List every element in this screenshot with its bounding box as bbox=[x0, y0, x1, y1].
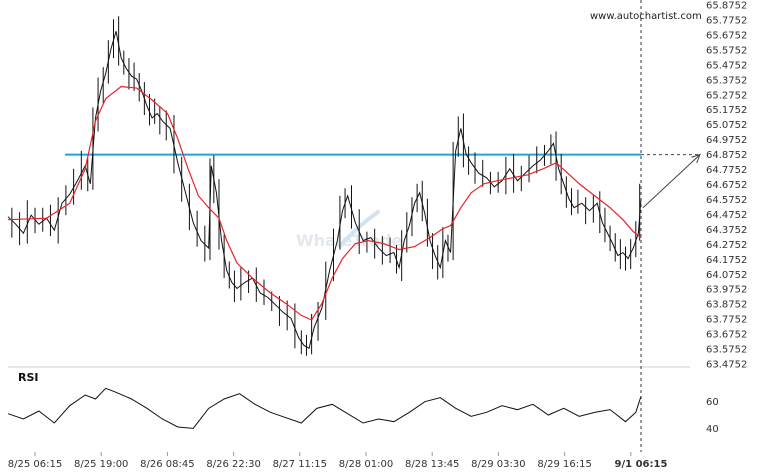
price-tick-label: 65.7752 bbox=[706, 15, 747, 26]
price-tick-label: 65.4752 bbox=[706, 60, 747, 71]
price-tick-label: 64.9752 bbox=[706, 135, 747, 146]
price-tick-label: 64.8752 bbox=[706, 150, 747, 161]
rsi-series-line bbox=[7, 387, 642, 429]
price-tick-label: 65.5752 bbox=[706, 45, 747, 56]
rsi-tick-label: 60 bbox=[706, 397, 719, 408]
watermark-swoosh-icon bbox=[338, 210, 380, 248]
x-tick-label: 8/28 01:00 bbox=[339, 459, 393, 470]
price-tick-label: 64.3752 bbox=[706, 225, 747, 236]
projection-arrow-line bbox=[642, 154, 701, 209]
price-tick-label: 64.7752 bbox=[706, 165, 747, 176]
x-tick-label: 8/27 11:15 bbox=[273, 459, 327, 470]
source-url-label: www.autochartist.com bbox=[590, 11, 702, 22]
rsi-tick-label: 40 bbox=[706, 424, 719, 435]
rsi-plot-area bbox=[7, 387, 642, 429]
x-tick-label: 9/1 06:15 bbox=[615, 459, 668, 470]
x-tick-label: 8/26 08:45 bbox=[140, 459, 194, 470]
x-tick-label: 8/29 03:30 bbox=[471, 459, 525, 470]
price-tick-label: 65.1752 bbox=[706, 105, 747, 116]
price-series-line bbox=[7, 31, 642, 350]
x-tick-label: 8/25 19:00 bbox=[74, 459, 128, 470]
price-tick-label: 63.8752 bbox=[706, 300, 747, 311]
price-tick-label: 64.4752 bbox=[706, 210, 747, 221]
price-tick-label: 64.2752 bbox=[706, 240, 747, 251]
price-tick-label: 64.0752 bbox=[706, 270, 747, 281]
price-tick-label: 64.1752 bbox=[706, 255, 747, 266]
price-tick-label: 63.7752 bbox=[706, 315, 747, 326]
moving-average-line bbox=[7, 85, 642, 321]
price-tick-label: 64.5752 bbox=[706, 195, 747, 206]
projection-arrow-head-icon bbox=[691, 153, 701, 164]
price-tick-label: 64.6752 bbox=[706, 180, 747, 191]
price-tick-label: 65.3752 bbox=[706, 75, 747, 86]
x-tick-label: 8/25 06:15 bbox=[8, 459, 62, 470]
x-tick-label: 8/29 16:15 bbox=[537, 459, 591, 470]
rsi-y-axis: 60 40 bbox=[706, 397, 719, 435]
rsi-panel-title: RSI bbox=[18, 371, 39, 384]
time-x-axis: 8/25 06:15 8/25 19:00 8/26 08:45 8/26 22:30… bbox=[8, 452, 668, 470]
price-tick-label: 63.4752 bbox=[706, 360, 747, 371]
price-tick-label: 63.5752 bbox=[706, 345, 747, 356]
x-tick-label: 8/26 22:30 bbox=[206, 459, 260, 470]
price-tick-label: 63.6752 bbox=[706, 330, 747, 341]
price-tick-label: 65.0752 bbox=[706, 120, 747, 131]
x-tick-label: 8/28 13:45 bbox=[405, 459, 459, 470]
price-tick-label: 65.8752 bbox=[706, 1, 747, 12]
price-tick-label: 65.2752 bbox=[706, 90, 747, 101]
price-tick-label: 63.9752 bbox=[706, 285, 747, 296]
price-plot-area bbox=[7, 16, 701, 356]
price-y-axis: 65.8752 65.7752 65.6752 65.5752 65.4752 65.37… bbox=[706, 1, 747, 371]
price-tick-label: 65.6752 bbox=[706, 30, 747, 41]
